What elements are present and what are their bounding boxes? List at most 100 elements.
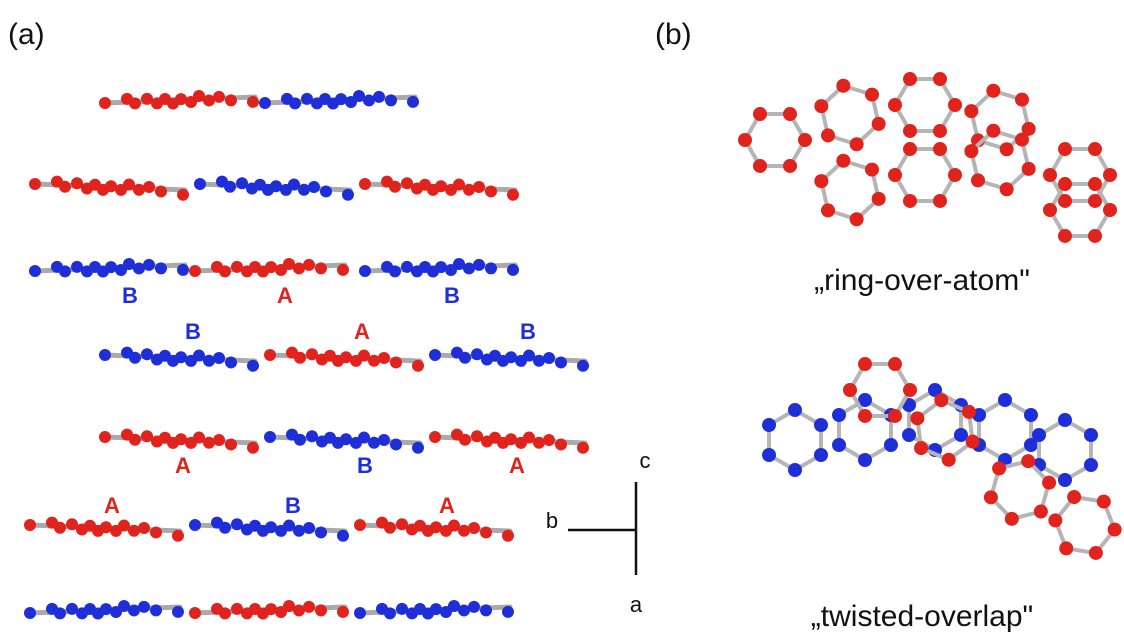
- ring: [738, 107, 812, 173]
- ring: [1043, 177, 1117, 243]
- atom: [389, 181, 401, 193]
- caption: „ring-over-atom": [814, 264, 1030, 297]
- ring: [888, 142, 962, 208]
- atom: [832, 438, 846, 452]
- atom: [942, 453, 956, 467]
- atom: [308, 181, 320, 193]
- atom: [54, 522, 66, 534]
- atom: [177, 189, 189, 201]
- atom: [888, 357, 902, 371]
- atom: [1103, 203, 1117, 217]
- atom: [129, 97, 141, 109]
- atom: [1097, 495, 1111, 509]
- atom: [1103, 168, 1117, 182]
- atom: [337, 264, 349, 276]
- atom: [459, 434, 471, 446]
- atom: [884, 438, 898, 452]
- atom: [1058, 177, 1072, 191]
- atom: [872, 117, 886, 131]
- atom: [138, 522, 150, 534]
- axis-label: b: [546, 508, 558, 533]
- atom: [502, 530, 514, 542]
- atom: [1015, 133, 1029, 147]
- atom: [294, 434, 306, 446]
- atom: [29, 265, 41, 277]
- atom: [264, 431, 276, 443]
- atom: [219, 265, 231, 277]
- layer-label: A: [509, 453, 525, 478]
- atom: [933, 194, 947, 208]
- atom: [150, 604, 162, 616]
- atom: [998, 393, 1012, 407]
- atom: [315, 262, 327, 274]
- atom: [986, 124, 1000, 138]
- molecule: [189, 258, 349, 277]
- atom: [172, 530, 184, 542]
- atom: [738, 133, 752, 147]
- layer-label: A: [354, 319, 370, 344]
- atom: [289, 97, 301, 109]
- atom: [788, 403, 802, 417]
- ring: [814, 79, 885, 152]
- atom: [1108, 523, 1122, 537]
- atom: [753, 107, 767, 121]
- atom: [480, 604, 492, 616]
- molecule: [99, 347, 259, 372]
- atom: [843, 383, 857, 397]
- atom: [1015, 93, 1029, 107]
- atom: [24, 607, 36, 619]
- atom: [850, 212, 864, 226]
- molecule: [354, 600, 514, 619]
- molecule: [429, 429, 589, 454]
- atom: [902, 428, 916, 442]
- panel-label: (b): [655, 18, 692, 51]
- atom: [407, 96, 419, 108]
- layer-label: B: [122, 283, 138, 308]
- atom: [966, 435, 980, 449]
- atom: [1034, 505, 1048, 519]
- atom: [155, 185, 167, 197]
- atom: [24, 519, 36, 531]
- atom: [858, 357, 872, 371]
- atom: [373, 91, 385, 103]
- atom: [143, 259, 155, 271]
- atom: [964, 104, 978, 118]
- atom: [1024, 408, 1038, 422]
- atom: [59, 181, 71, 193]
- atom: [429, 431, 441, 443]
- atom: [933, 124, 947, 138]
- atom: [264, 349, 276, 361]
- atom: [384, 607, 396, 619]
- atom: [1088, 177, 1102, 191]
- atom: [129, 434, 141, 446]
- atom: [507, 264, 519, 276]
- atom: [814, 99, 828, 113]
- atom: [315, 526, 327, 538]
- atom: [962, 405, 976, 419]
- atom: [129, 352, 141, 364]
- atom: [378, 352, 390, 364]
- molecule: [24, 517, 184, 542]
- atom: [814, 448, 828, 462]
- layer-label: A: [277, 283, 293, 308]
- layer-label: A: [104, 493, 120, 518]
- atom: [934, 393, 948, 407]
- atom: [1043, 168, 1057, 182]
- atom: [172, 606, 184, 618]
- layer-label: B: [357, 453, 373, 478]
- atom: [143, 181, 155, 193]
- atom: [29, 178, 41, 190]
- atom: [1058, 229, 1072, 243]
- panel-label: (a): [8, 18, 45, 51]
- molecule: [359, 176, 519, 201]
- atom: [971, 173, 985, 187]
- layer-label: B: [285, 493, 301, 518]
- atom: [858, 453, 872, 467]
- atom: [219, 607, 231, 619]
- ring: [1048, 490, 1121, 560]
- molecule: [99, 429, 259, 454]
- atom: [138, 601, 150, 613]
- atom: [429, 349, 441, 361]
- atom: [225, 438, 237, 450]
- ring: [910, 393, 979, 467]
